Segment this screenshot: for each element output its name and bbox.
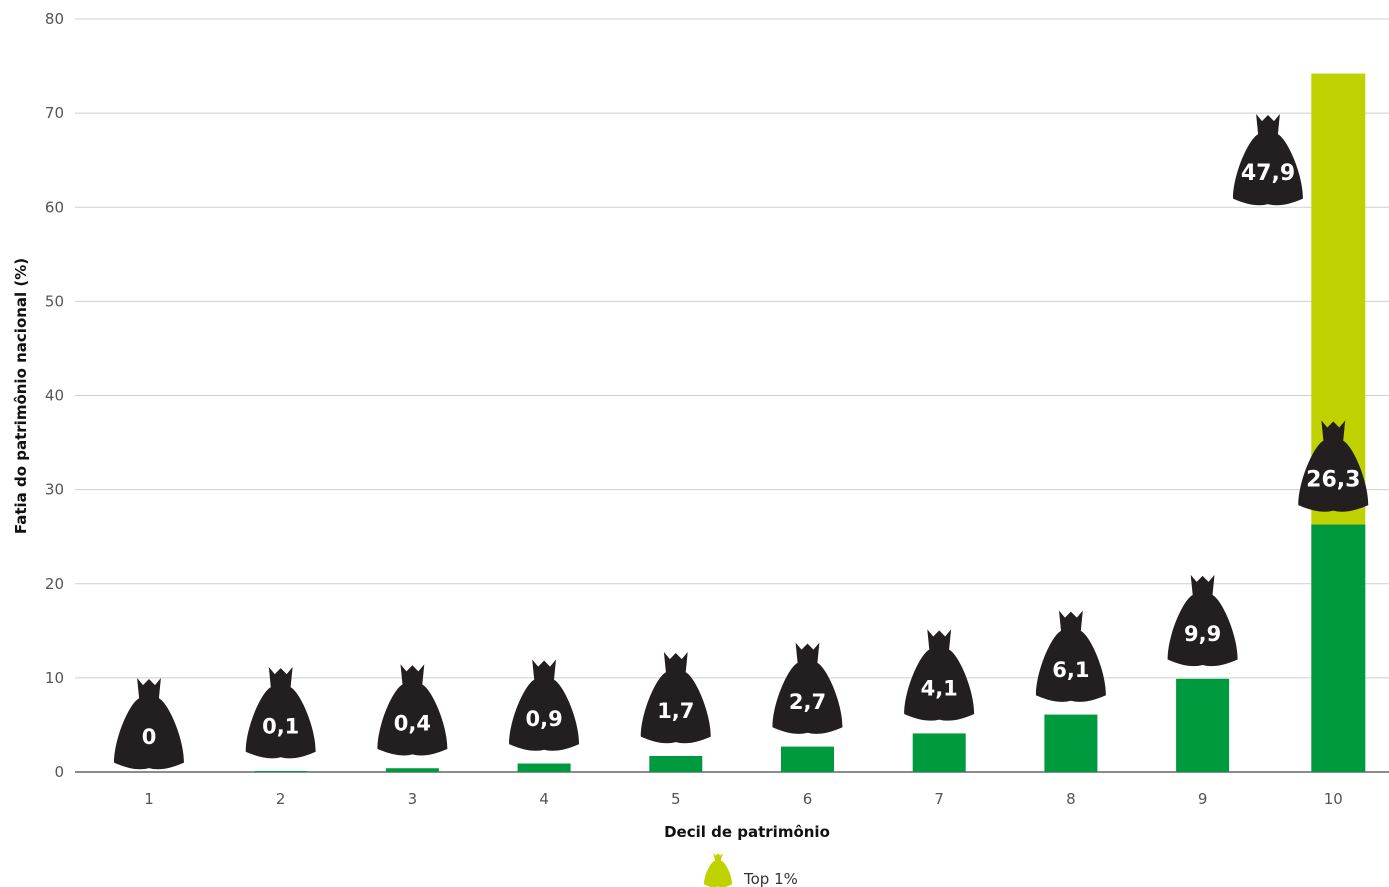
money-bag-5: 1,7 (640, 651, 711, 744)
x-axis-ticks: 1 2 3 4 5 6 7 8 9 10 (144, 790, 1343, 808)
money-bag-top1-shape (1233, 114, 1303, 206)
x-tick-label: 2 (276, 790, 286, 808)
y-axis-title: Fatia do patrimônio nacional (%) (12, 258, 30, 534)
x-tick-label: 5 (671, 790, 681, 808)
bar-10-series0 (1311, 524, 1366, 772)
x-tick-label: 7 (934, 790, 944, 808)
bar-2-series0 (254, 771, 308, 772)
money-bag-3-label: 0,4 (394, 711, 431, 735)
money-bag-6-shape (772, 642, 843, 734)
money-bag-8-label: 6,1 (1052, 658, 1089, 682)
y-tick-label: 30 (45, 481, 64, 499)
x-tick-label: 1 (144, 790, 154, 808)
bar-5-series0 (649, 755, 703, 772)
money-bag-3-shape (377, 664, 448, 756)
y-tick-label: 20 (45, 575, 64, 593)
money-bag-10-shape (1298, 420, 1369, 512)
money-bag-9: 9,9 (1167, 574, 1238, 667)
y-tick-label: 0 (54, 763, 64, 781)
money-bag-5-shape (640, 651, 711, 744)
money-bag-10-label: 26,3 (1306, 468, 1360, 493)
bars (254, 73, 1366, 772)
x-tick-label: 6 (803, 790, 813, 808)
bar-8-series0 (1044, 714, 1098, 772)
money-bag-9-label: 9,9 (1184, 622, 1221, 646)
money-bag-9-shape (1167, 574, 1238, 667)
x-tick-label: 10 (1324, 790, 1343, 808)
bar-9-series0 (1176, 678, 1230, 772)
x-tick-label: 3 (408, 790, 418, 808)
money-bag-6: 2,7 (772, 642, 843, 734)
money-bag-1-shape (114, 678, 184, 770)
y-tick-label: 10 (45, 669, 64, 687)
y-axis-ticks: 0 10 20 30 40 50 60 70 80 (45, 10, 64, 781)
money-bag-6-label: 2,7 (789, 690, 826, 714)
x-axis-title: Decil de patrimônio (664, 823, 830, 841)
money-bag-10: 26,3 (1298, 420, 1369, 512)
legend-bag-icon (704, 853, 732, 887)
money-bag-5-label: 1,7 (657, 699, 694, 723)
bar-3-series0 (385, 768, 439, 772)
bar-4-series0 (517, 763, 571, 772)
money-bag-7-label: 4,1 (921, 677, 958, 701)
money-bag-4: 0,9 (509, 659, 580, 751)
legend: Top 1% (704, 853, 798, 887)
y-tick-label: 40 (45, 387, 64, 405)
money-bag-8: 6,1 (1035, 610, 1106, 702)
x-tick-label: 8 (1066, 790, 1076, 808)
x-tick-label: 9 (1198, 790, 1208, 808)
money-bag-1-label: 0 (142, 725, 157, 749)
money-bag-4-label: 0,9 (525, 707, 562, 731)
money-bag-3: 0,4 (377, 664, 448, 756)
y-tick-label: 60 (45, 198, 64, 216)
legend-label: Top 1% (743, 870, 798, 887)
value-bags: 0 0,1 0,4 0,9 1,7 2,7 4,1 6,1 9,9 26,3 47,9 (114, 114, 1369, 770)
money-bag-1: 0 (114, 678, 184, 770)
money-bag-7: 4,1 (904, 629, 975, 721)
money-bag-top1-label: 47,9 (1241, 161, 1295, 186)
y-tick-label: 50 (45, 292, 64, 310)
money-bag-2-label: 0,1 (262, 714, 299, 738)
money-bag-8-shape (1035, 610, 1106, 702)
x-tick-label: 4 (539, 790, 549, 808)
money-bag-4-shape (509, 659, 580, 751)
gridlines (75, 18, 1389, 773)
money-bag-2: 0,1 (245, 667, 316, 759)
y-tick-label: 70 (45, 104, 64, 122)
y-tick-label: 80 (45, 10, 64, 28)
money-bag-2-shape (245, 667, 316, 759)
money-bag-7-shape (904, 629, 975, 721)
money-bag-top1: 47,9 (1233, 114, 1303, 206)
bar-6-series0 (781, 746, 834, 772)
bar-7-series0 (912, 733, 966, 772)
